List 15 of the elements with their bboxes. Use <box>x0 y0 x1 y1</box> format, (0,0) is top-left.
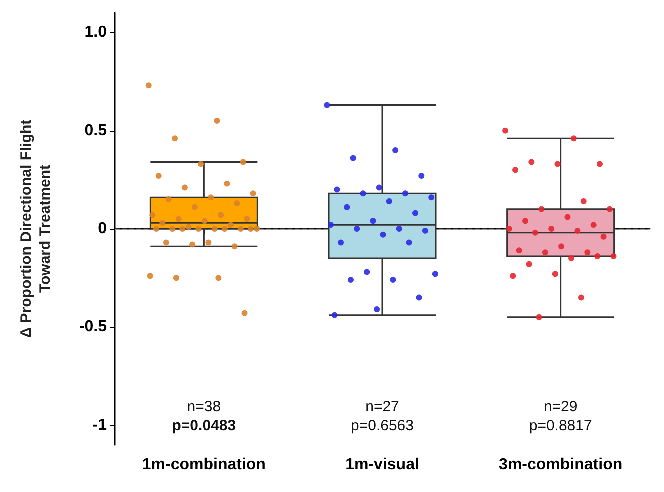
annotation: p=0.0483 <box>172 418 236 434</box>
annotation: p=0.8817 <box>529 418 592 434</box>
y-axis-title: Δ Proportion Directional Flight Toward Treatment <box>18 120 54 338</box>
y-tick-label: 0 <box>98 220 108 238</box>
x-tick-label: 1m-visual <box>346 456 420 474</box>
x-tick-label: 3m-combination <box>499 456 623 474</box>
y-tick-label: -0.5 <box>79 318 108 336</box>
annotation: n=38 <box>187 398 222 416</box>
y-tick-label: -1 <box>92 416 108 434</box>
x-tick-label: 1m-combination <box>142 456 266 474</box>
annotation: p=0.6563 <box>351 418 414 434</box>
y-tick-label: 0.5 <box>84 122 108 140</box>
annotation: n=27 <box>366 398 400 416</box>
annotation: n=29 <box>544 398 578 416</box>
y-tick-label: 1.0 <box>84 24 108 42</box>
